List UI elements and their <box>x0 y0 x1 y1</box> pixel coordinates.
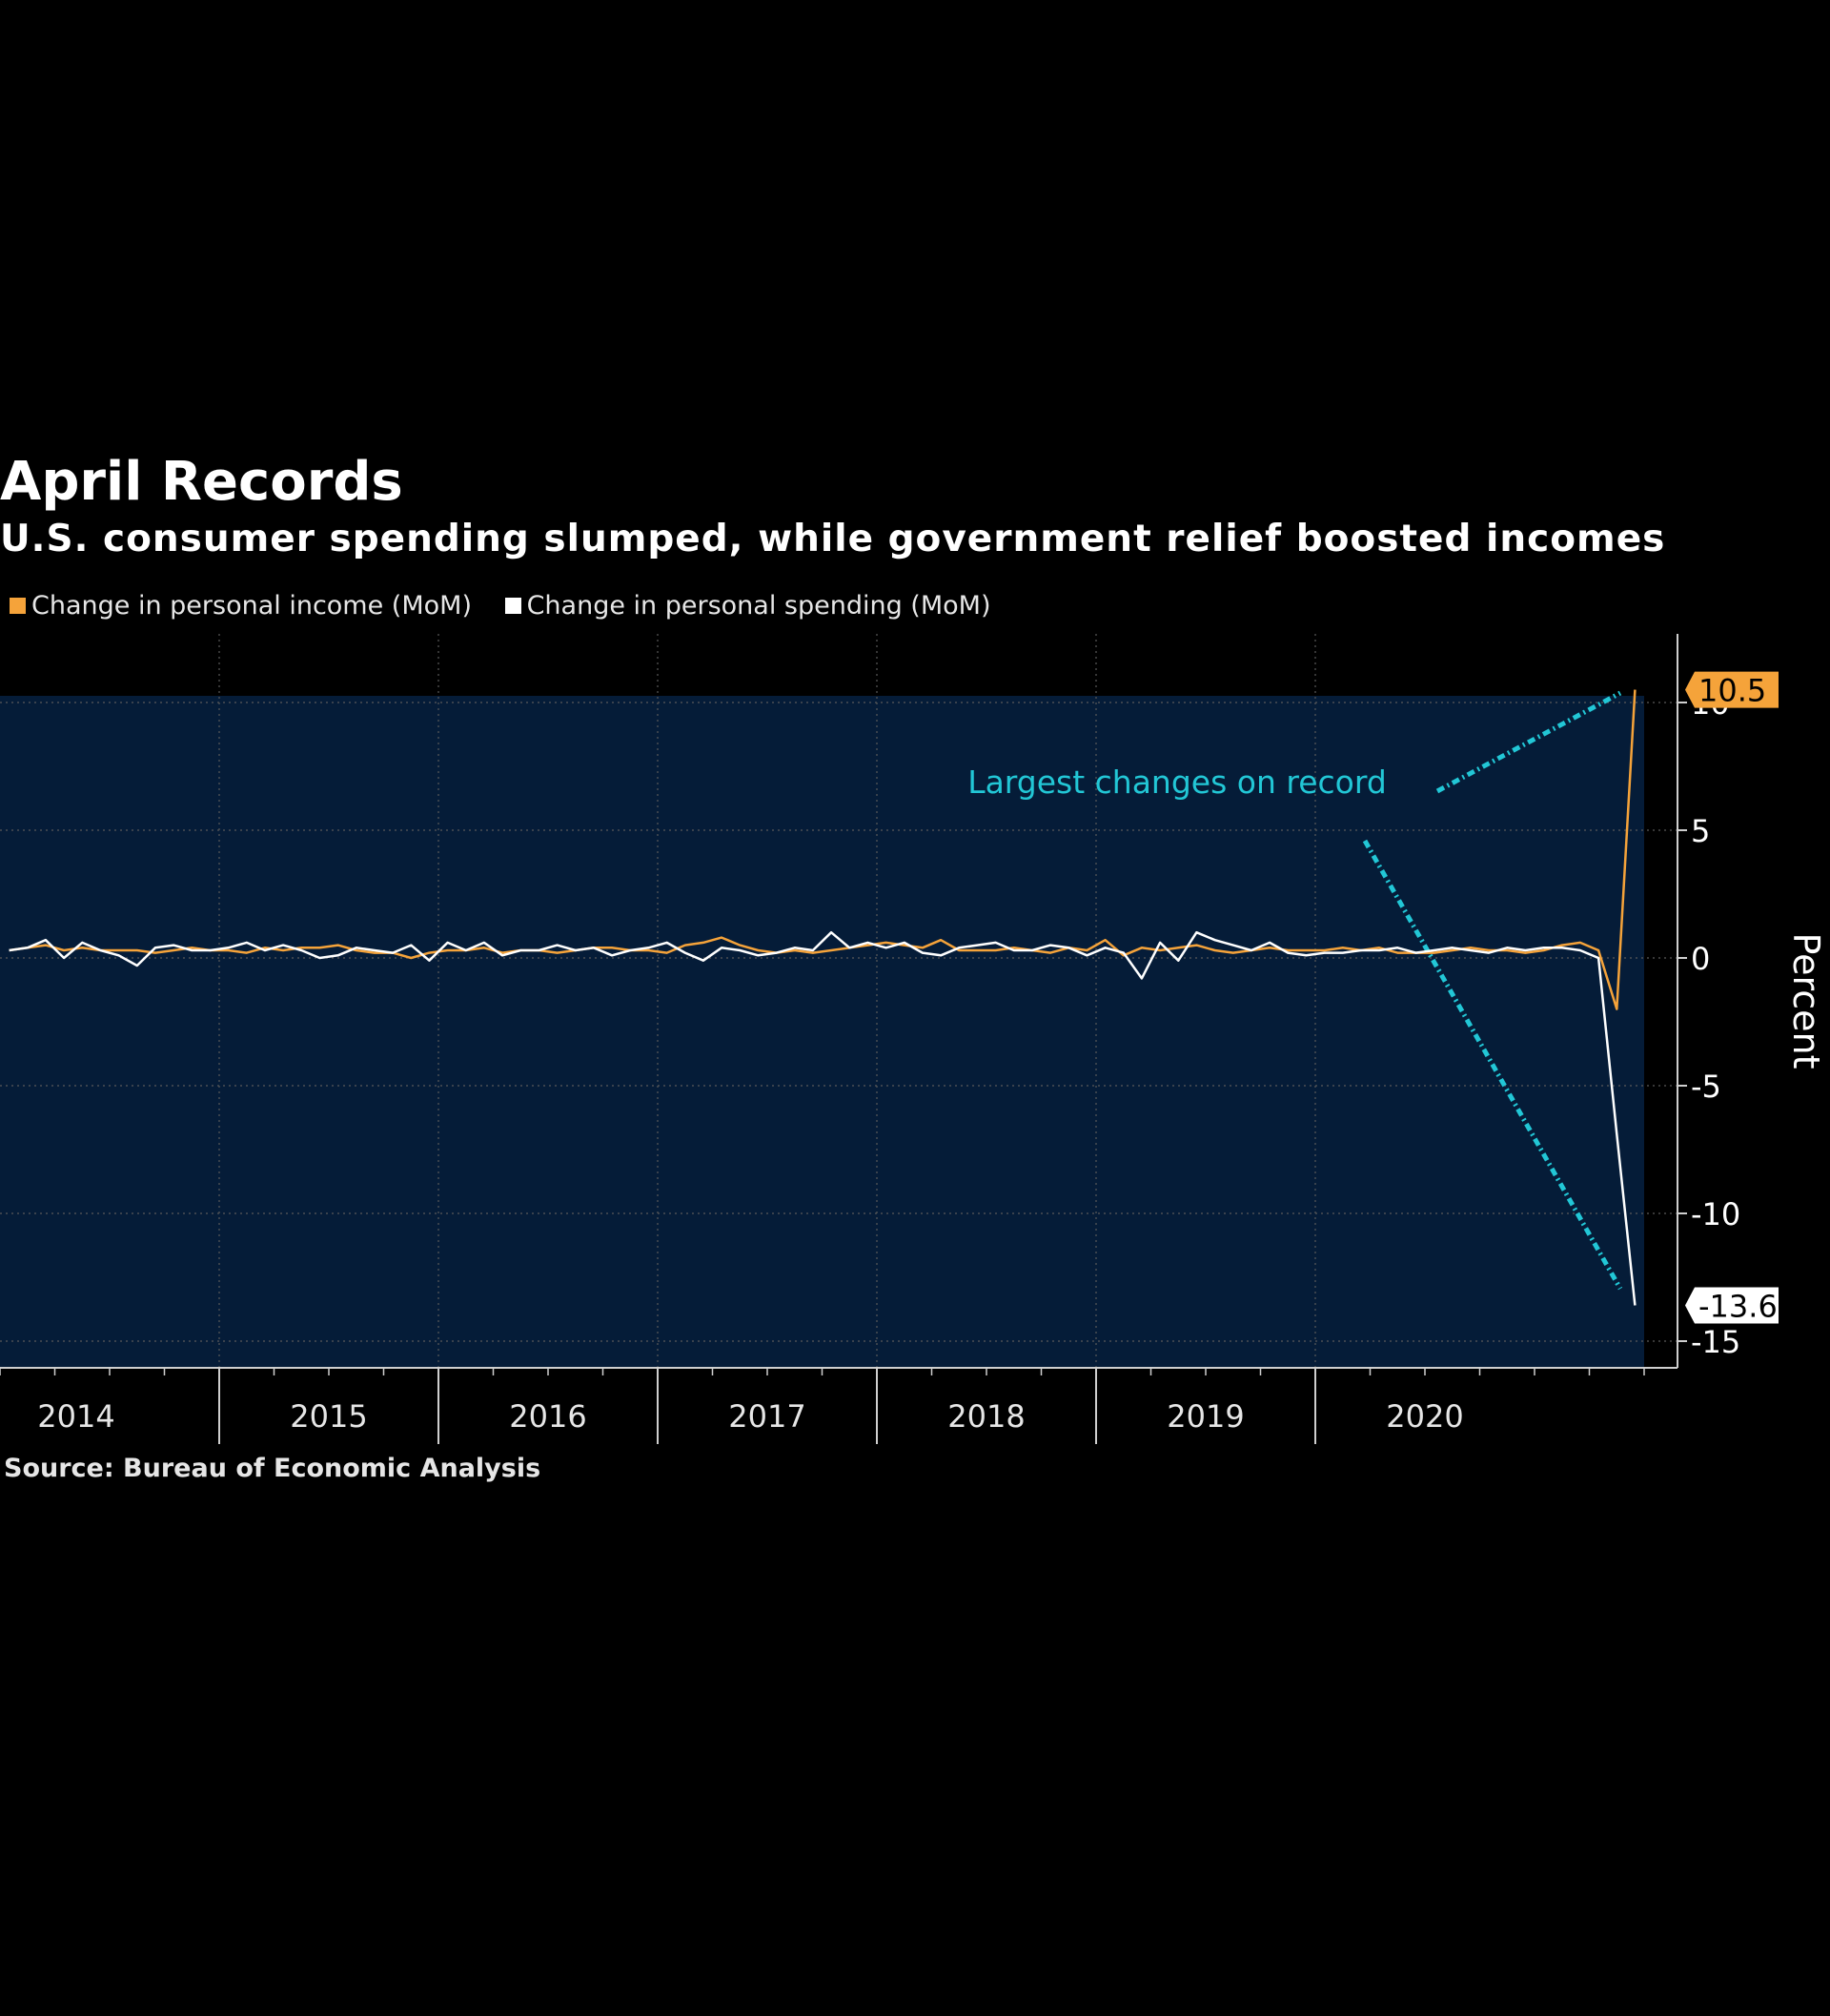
label-text: 10.5 <box>1698 673 1766 709</box>
x-tick-label: 2017 <box>728 1398 805 1435</box>
legend: Change in personal income (MoM) Change i… <box>10 591 1016 621</box>
y-tick-label: 5 <box>1691 813 1710 849</box>
y-tick-label: 0 <box>1691 941 1710 977</box>
x-tick-label: 2020 <box>1386 1398 1463 1435</box>
x-tick-label: 2015 <box>290 1398 367 1435</box>
label-badge <box>1685 1287 1779 1324</box>
chart-axes <box>0 634 1687 1444</box>
label-badge <box>1685 671 1779 708</box>
last-value-label-spending: -13.6 <box>1685 1287 1779 1324</box>
series-line-spending <box>9 930 1637 1306</box>
y-tick-label: -15 <box>1691 1324 1740 1360</box>
x-tick-label: 2014 <box>37 1398 114 1435</box>
x-tick-label: 2019 <box>1167 1398 1244 1435</box>
x-tick-label: 2016 <box>509 1398 586 1435</box>
label-text: -13.6 <box>1698 1288 1778 1324</box>
y-tick-label: -5 <box>1691 1069 1721 1105</box>
chart-title: April Records <box>0 451 403 513</box>
legend-item-income: Change in personal income (MoM) <box>10 591 472 621</box>
y-tick-label: -10 <box>1691 1196 1740 1232</box>
legend-label-income: Change in personal income (MoM) <box>31 591 472 621</box>
legend-swatch-spending <box>504 598 521 614</box>
chart-lines <box>9 689 1637 1306</box>
chart-area-fill <box>0 696 1644 1368</box>
legend-item-spending: Change in personal spending (MoM) <box>504 591 991 621</box>
chart-gridlines <box>0 634 1678 1368</box>
chart-subtitle: U.S. consumer spending slumped, while go… <box>0 518 1666 560</box>
annotation-text: Largest changes on record <box>967 764 1387 801</box>
annotation-arrows <box>1362 690 1623 1291</box>
source-note: Source: Bureau of Economic Analysis <box>4 1454 541 1483</box>
annotation-line-spending <box>1362 839 1623 1291</box>
legend-swatch-income <box>10 598 26 614</box>
legend-label-spending: Change in personal spending (MoM) <box>526 591 991 621</box>
last-value-label-income: 10.5 <box>1685 671 1779 709</box>
x-tick-label: 2018 <box>947 1398 1025 1435</box>
chart-labels: -15-10-505102014201520162017201820192020… <box>37 671 1779 1435</box>
y-axis-label: Percent <box>1785 933 1827 1069</box>
annotation-line-income <box>1435 690 1622 794</box>
plot-area <box>0 696 1644 1368</box>
